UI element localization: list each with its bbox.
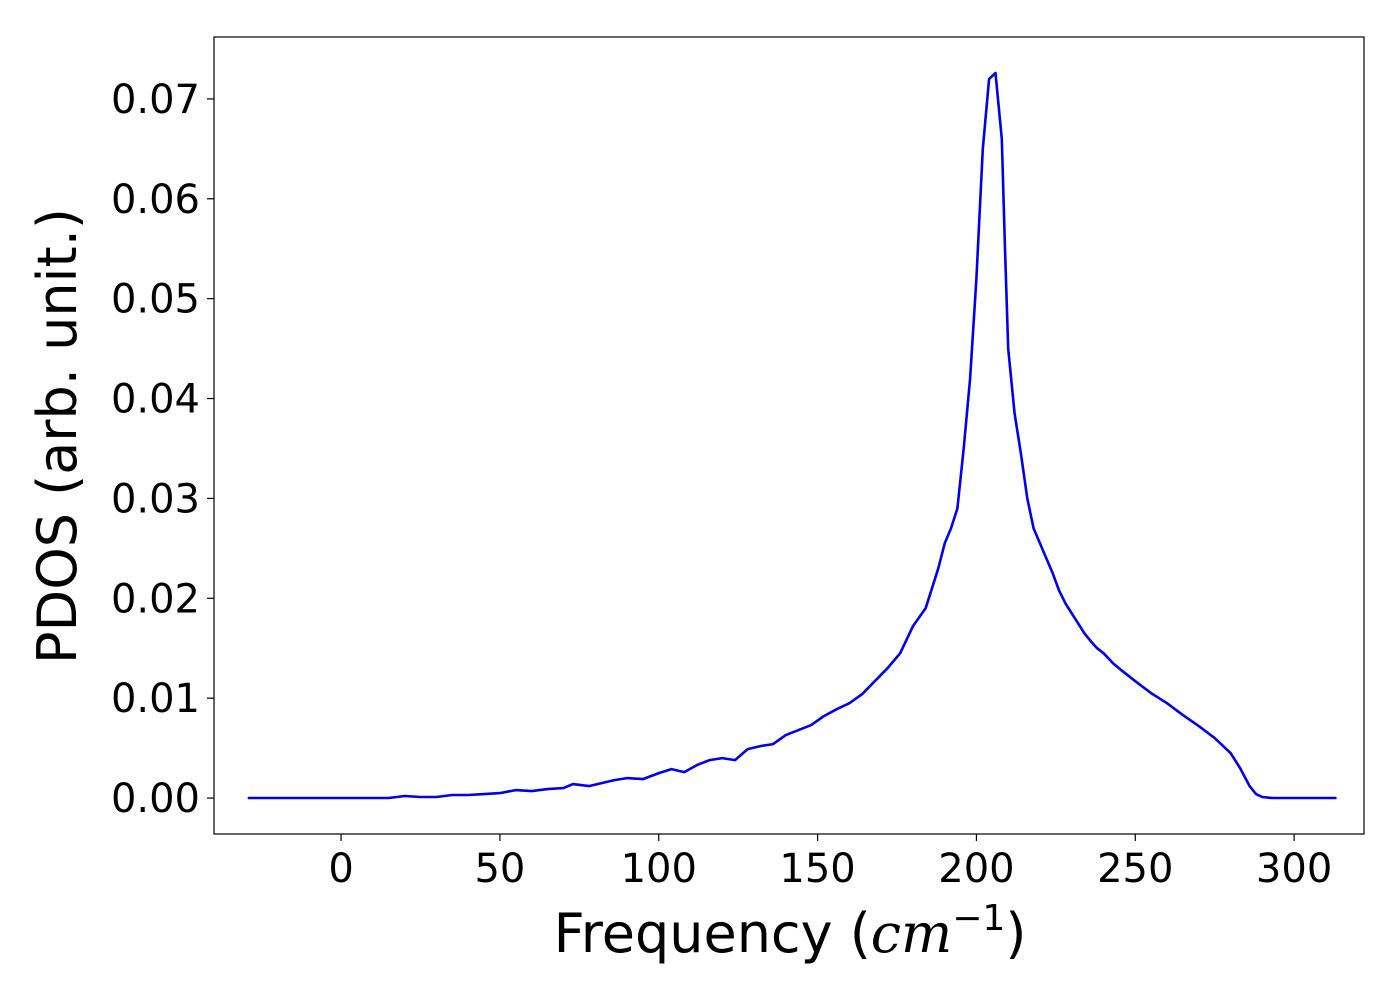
y-tick-label: 0.07 (111, 77, 200, 123)
plot-frame (213, 36, 1365, 835)
series-line-0 (247, 71, 1337, 800)
x-axis-title-exponent: −1 (952, 898, 1005, 939)
y-tick-label: 0.02 (111, 576, 200, 622)
y-tick-label: 0.01 (111, 676, 200, 722)
x-tick-label: 300 (1256, 846, 1332, 892)
x-axis-ticks: 0 50 100 150 200 250 300 (328, 834, 1332, 892)
y-tick-label: 0.00 (111, 776, 200, 822)
x-tick-label: 150 (779, 846, 855, 892)
y-tick-label: 0.04 (111, 377, 200, 423)
x-tick-label: 200 (938, 846, 1014, 892)
x-axis-title: Frequency (cm−1) (554, 898, 1027, 965)
x-axis-title-prefix: Frequency ( (554, 902, 871, 965)
y-axis-ticks: 0.00 0.01 0.02 0.03 0.04 0.05 0.06 0.07 (111, 77, 214, 822)
y-tick-label: 0.05 (111, 277, 200, 323)
y-tick-label: 0.06 (111, 177, 200, 223)
x-axis-title-unit: cm (871, 902, 952, 965)
x-axis-title-suffix: ) (1005, 902, 1026, 965)
x-tick-label: 250 (1097, 846, 1173, 892)
x-tick-label: 0 (328, 846, 353, 892)
y-axis-title: PDOS (arb. unit.) (26, 208, 89, 664)
x-tick-label: 100 (621, 846, 697, 892)
y-tick-label: 0.03 (111, 476, 200, 522)
x-tick-label: 50 (474, 846, 525, 892)
plot-area (213, 36, 1365, 835)
